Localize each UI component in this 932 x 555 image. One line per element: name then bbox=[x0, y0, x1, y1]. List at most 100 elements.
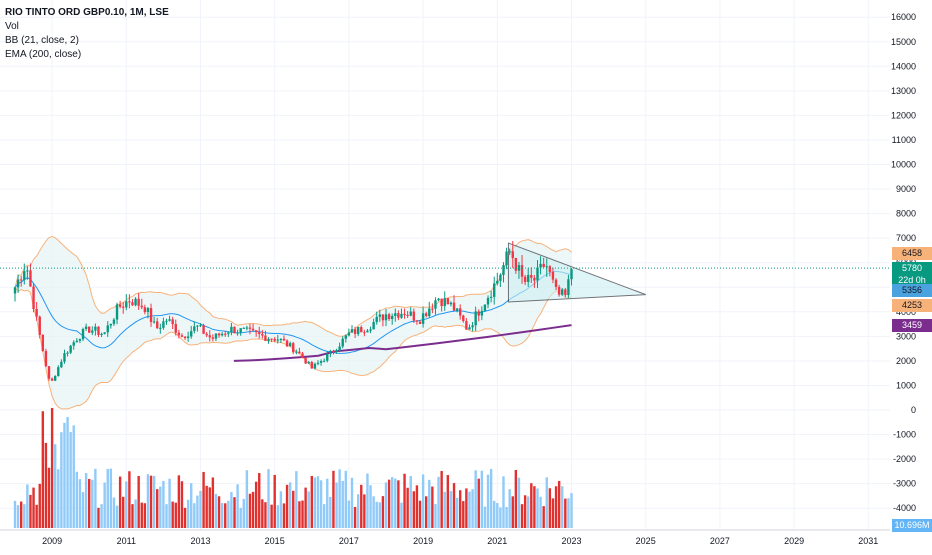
candle-body bbox=[270, 338, 273, 340]
candle-body bbox=[387, 314, 391, 320]
candle-body bbox=[409, 311, 412, 316]
volume-bar bbox=[326, 478, 329, 528]
candle-body bbox=[332, 350, 335, 352]
legend-ema[interactable]: EMA (200, close) bbox=[5, 49, 82, 60]
volume-bar bbox=[557, 480, 561, 528]
volume-bar bbox=[88, 478, 91, 528]
volume-bar bbox=[542, 506, 545, 528]
bb-lower-badge: 4253 bbox=[892, 299, 932, 312]
candle-body bbox=[214, 333, 218, 339]
volume-bar bbox=[344, 470, 348, 528]
candle-body bbox=[527, 274, 530, 282]
candle-body bbox=[517, 265, 521, 271]
volume-bar bbox=[567, 498, 570, 528]
volume-bar bbox=[217, 496, 221, 528]
candle-body bbox=[75, 340, 79, 343]
volume-bar bbox=[254, 481, 258, 528]
volume-bar bbox=[489, 469, 493, 528]
legend-symbol[interactable]: RIO TINTO ORD GBP0.10, 1M, LSE bbox=[5, 7, 169, 18]
candle-body bbox=[406, 314, 409, 316]
price-tick-label: -1000 bbox=[893, 430, 916, 440]
candle-body bbox=[60, 361, 63, 368]
bb-upper-line bbox=[14, 236, 572, 337]
bb-basis-badge: 5356 bbox=[892, 284, 932, 297]
candle-body bbox=[131, 302, 134, 306]
volume-bar bbox=[403, 473, 406, 528]
candle-body bbox=[542, 263, 545, 268]
candle-body bbox=[149, 308, 153, 323]
legend-vol[interactable]: Vol bbox=[5, 21, 19, 32]
volume-bar bbox=[449, 491, 453, 528]
volume-bar bbox=[384, 482, 388, 528]
volume-bar bbox=[499, 507, 502, 528]
volume-bar bbox=[44, 442, 48, 528]
candle-body bbox=[152, 321, 156, 323]
candle-body bbox=[465, 321, 468, 330]
time-tick-label: 2031 bbox=[858, 536, 878, 546]
volume-bar bbox=[162, 480, 165, 528]
time-tick-label: 2029 bbox=[784, 536, 804, 546]
volume-bar bbox=[480, 470, 484, 528]
volume-bar bbox=[118, 476, 122, 528]
candle-body bbox=[81, 329, 85, 340]
volume-bar bbox=[288, 482, 292, 528]
volume-bar bbox=[366, 473, 369, 528]
candle-body bbox=[480, 310, 484, 316]
volume-bar bbox=[100, 504, 103, 528]
volume-bar bbox=[174, 502, 177, 528]
volume-bar bbox=[437, 476, 440, 528]
volume-bar bbox=[66, 416, 69, 528]
volume-bar bbox=[347, 500, 351, 528]
candle-body bbox=[159, 327, 162, 329]
time-tick-label: 2019 bbox=[413, 536, 433, 546]
candle-body bbox=[248, 327, 252, 329]
volume-bar bbox=[313, 477, 317, 528]
volume-bar bbox=[548, 488, 552, 528]
candle-body bbox=[499, 274, 502, 281]
volume-bar bbox=[208, 487, 211, 528]
candle-body bbox=[186, 336, 190, 339]
candle-body bbox=[341, 338, 344, 347]
volume-bar bbox=[149, 475, 153, 528]
candle-body bbox=[530, 274, 533, 278]
candle-body bbox=[344, 335, 348, 339]
candle-body bbox=[180, 335, 184, 337]
candle-body bbox=[72, 342, 75, 346]
volume-bar bbox=[106, 468, 109, 528]
volume-bar bbox=[292, 490, 295, 528]
candle-body bbox=[57, 367, 60, 377]
candle-body bbox=[115, 304, 119, 320]
candle-body bbox=[245, 327, 249, 329]
candle-body bbox=[520, 265, 524, 277]
volume-bar bbox=[196, 495, 199, 528]
candle-body bbox=[23, 271, 26, 280]
candle-body bbox=[564, 289, 567, 296]
volume-bar bbox=[527, 496, 530, 528]
volume-bar bbox=[122, 496, 125, 528]
volume-bar bbox=[97, 507, 100, 528]
volume-bar bbox=[434, 504, 437, 528]
volume-bar bbox=[109, 468, 113, 528]
candle-body bbox=[462, 315, 465, 322]
candle-body bbox=[390, 315, 394, 320]
candle-body bbox=[285, 340, 289, 347]
volume-bar bbox=[177, 475, 181, 528]
volume-bar bbox=[115, 505, 119, 528]
candle-body bbox=[486, 297, 490, 305]
candle-body bbox=[97, 326, 100, 335]
candle-body bbox=[511, 251, 514, 258]
candle-body bbox=[91, 330, 94, 333]
volume-bar bbox=[520, 504, 524, 528]
candle-body bbox=[190, 331, 193, 337]
volume-bar bbox=[338, 469, 341, 528]
volume-bar bbox=[375, 501, 378, 528]
candle-body bbox=[38, 316, 41, 335]
candle-body bbox=[304, 357, 307, 364]
volume-bar bbox=[146, 474, 150, 528]
volume-bar bbox=[400, 502, 403, 528]
legend-bb[interactable]: BB (21, close, 2) bbox=[5, 35, 79, 46]
candle-body bbox=[41, 334, 45, 352]
candle-body bbox=[508, 251, 511, 253]
